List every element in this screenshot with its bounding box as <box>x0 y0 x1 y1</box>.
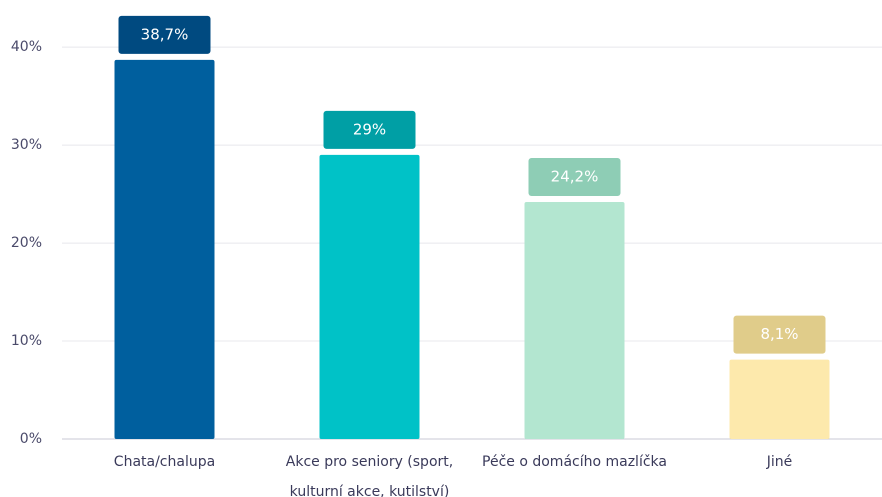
x-tick-label: Péče o domácího mazlíčka <box>482 454 667 470</box>
value-label-box <box>118 15 211 54</box>
y-tick-label: 10% <box>11 333 42 349</box>
value-label: 24,2% <box>551 167 599 185</box>
bar <box>114 59 215 440</box>
y-tick-label: 0% <box>20 431 42 447</box>
x-tick-label: Jiné <box>766 454 793 470</box>
x-tick-label: Chata/chalupa <box>113 454 216 470</box>
bar <box>729 359 830 439</box>
bar <box>319 154 420 439</box>
value-label: 29% <box>353 120 386 138</box>
y-tick-label: 30% <box>11 137 42 153</box>
y-tick-label: 20% <box>11 235 42 251</box>
x-tick-label: Akce pro seniory (sport, kulturní akce, … <box>285 454 454 497</box>
value-label: 8,1% <box>760 325 798 343</box>
value-label: 38,7% <box>141 25 189 43</box>
value-label-box <box>323 110 416 149</box>
bar <box>524 201 625 439</box>
value-label-box <box>528 157 621 196</box>
y-tick-label: 40% <box>11 39 42 55</box>
value-label-box <box>733 315 826 354</box>
